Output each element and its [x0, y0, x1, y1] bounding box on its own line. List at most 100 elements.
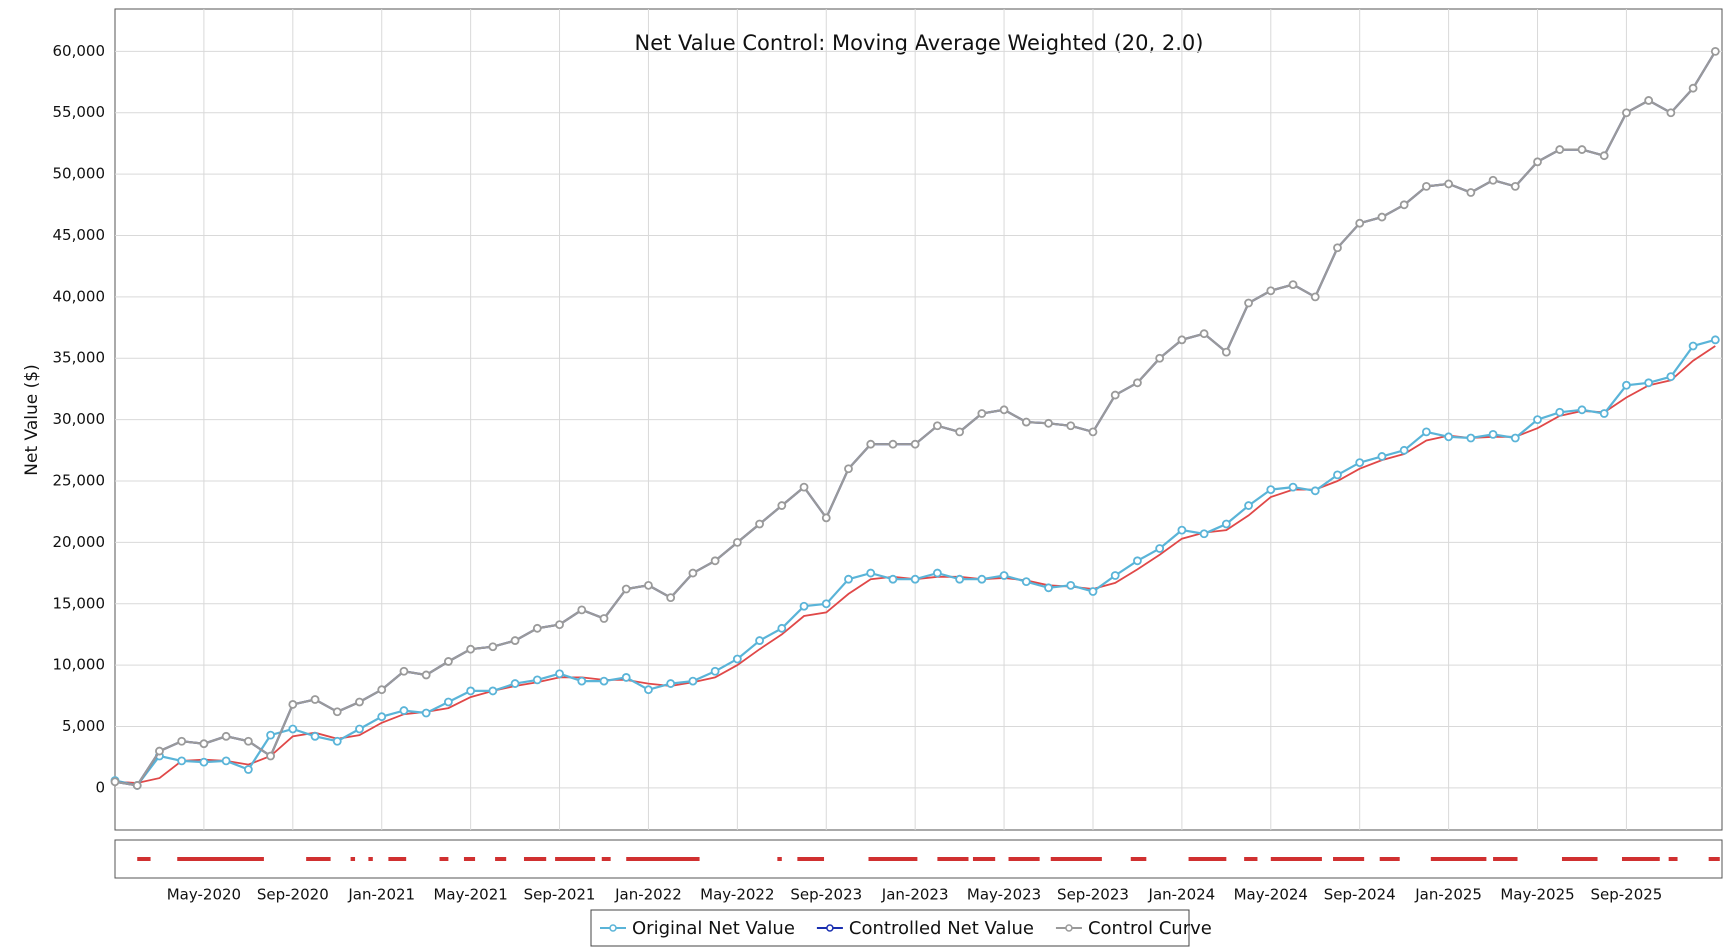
data-point — [1199, 529, 1209, 539]
data-point — [243, 736, 253, 746]
data-point — [1155, 544, 1165, 553]
x-tick-label: May-2024 — [1234, 886, 1308, 904]
y-tick-label: 5,000 — [62, 717, 105, 735]
y-tick-label: 45,000 — [53, 226, 106, 244]
data-point — [288, 724, 298, 734]
data-point — [688, 676, 698, 686]
signal-segment — [1130, 857, 1147, 861]
data-point — [510, 679, 520, 688]
data-point — [444, 697, 453, 707]
legend-swatch-marker — [609, 924, 617, 932]
data-point — [1533, 415, 1542, 425]
data-point — [1421, 427, 1431, 437]
legend-label: Original Net Value — [632, 918, 795, 939]
signal-segment — [495, 857, 507, 861]
x-tick-label: May-2020 — [167, 886, 241, 904]
legend-label: Controlled Net Value — [849, 918, 1034, 939]
data-point — [1466, 188, 1476, 197]
data-point — [644, 685, 653, 695]
data-point — [1421, 181, 1431, 191]
data-point — [1355, 458, 1365, 467]
data-point — [932, 568, 942, 578]
y-tick-label: 25,000 — [53, 472, 106, 490]
data-point — [377, 712, 387, 722]
signal-segment — [1621, 857, 1660, 861]
data-point — [1666, 372, 1676, 382]
x-tick-label: May-2022 — [700, 886, 774, 904]
x-tick-label: Jan-2022 — [614, 886, 682, 904]
data-point — [755, 636, 764, 645]
data-point — [1155, 353, 1165, 363]
data-point — [510, 636, 520, 645]
data-point — [1355, 218, 1365, 228]
data-point — [1288, 280, 1298, 289]
data-point — [532, 623, 542, 633]
data-point — [1088, 427, 1098, 437]
data-point — [1688, 341, 1698, 351]
data-point — [1599, 409, 1609, 418]
x-tick-label: Jan-2021 — [347, 886, 415, 904]
data-point — [599, 614, 609, 623]
x-tick-label: Jan-2023 — [881, 886, 949, 904]
data-point — [821, 513, 831, 523]
x-tick-label: Sep-2023 — [790, 886, 862, 904]
signal-segment — [439, 857, 449, 861]
data-point — [555, 620, 564, 630]
signal-segment — [1333, 857, 1365, 861]
signal-segment — [555, 857, 596, 861]
data-point — [132, 781, 142, 790]
data-point — [1510, 433, 1520, 443]
legend-swatch-marker — [826, 924, 834, 932]
data-point — [888, 574, 898, 584]
data-point — [1377, 212, 1387, 222]
y-tick-label: 60,000 — [53, 42, 106, 60]
signal-segment — [1270, 857, 1322, 861]
data-point — [1666, 108, 1676, 118]
data-point — [688, 568, 698, 578]
data-point — [310, 695, 320, 704]
y-axis-label: Net Value ($) — [22, 364, 42, 475]
data-point — [1599, 151, 1609, 161]
data-point — [799, 601, 809, 611]
x-tick-label: Jan-2025 — [1414, 886, 1482, 904]
data-point — [577, 676, 587, 686]
data-point — [1044, 583, 1053, 593]
x-tick-label: Jan-2024 — [1148, 886, 1216, 904]
data-point — [243, 765, 253, 774]
data-point — [399, 666, 409, 676]
data-point — [1066, 580, 1076, 590]
signal-segment — [463, 857, 476, 861]
signal-segment — [1379, 857, 1400, 861]
data-point — [1377, 452, 1387, 461]
data-point — [666, 593, 676, 603]
signal-segment — [1430, 857, 1487, 861]
data-point — [532, 675, 542, 685]
y-tick-label: 10,000 — [53, 656, 106, 674]
data-point — [1110, 571, 1120, 580]
data-point — [710, 556, 720, 566]
data-point — [1710, 335, 1720, 345]
data-point — [866, 439, 876, 449]
signal-segment — [350, 857, 356, 861]
data-point — [1333, 243, 1342, 253]
data-point — [1644, 378, 1654, 388]
data-point — [621, 673, 631, 682]
data-point — [488, 642, 498, 652]
data-point — [1133, 556, 1142, 566]
x-tick-label: May-2023 — [967, 886, 1041, 904]
y-tick-label: 15,000 — [53, 594, 106, 612]
data-point — [466, 644, 476, 654]
data-point — [955, 427, 965, 437]
data-point — [488, 686, 498, 696]
data-point — [421, 670, 431, 680]
data-point — [1399, 445, 1409, 455]
signal-segment — [368, 857, 373, 861]
data-point — [1510, 181, 1520, 191]
data-point — [310, 731, 320, 741]
data-point — [1533, 157, 1542, 167]
data-point — [1244, 501, 1253, 510]
signal-segment — [1050, 857, 1102, 861]
data-point — [732, 654, 742, 664]
signal-segment — [777, 857, 782, 861]
data-point — [1622, 380, 1631, 390]
